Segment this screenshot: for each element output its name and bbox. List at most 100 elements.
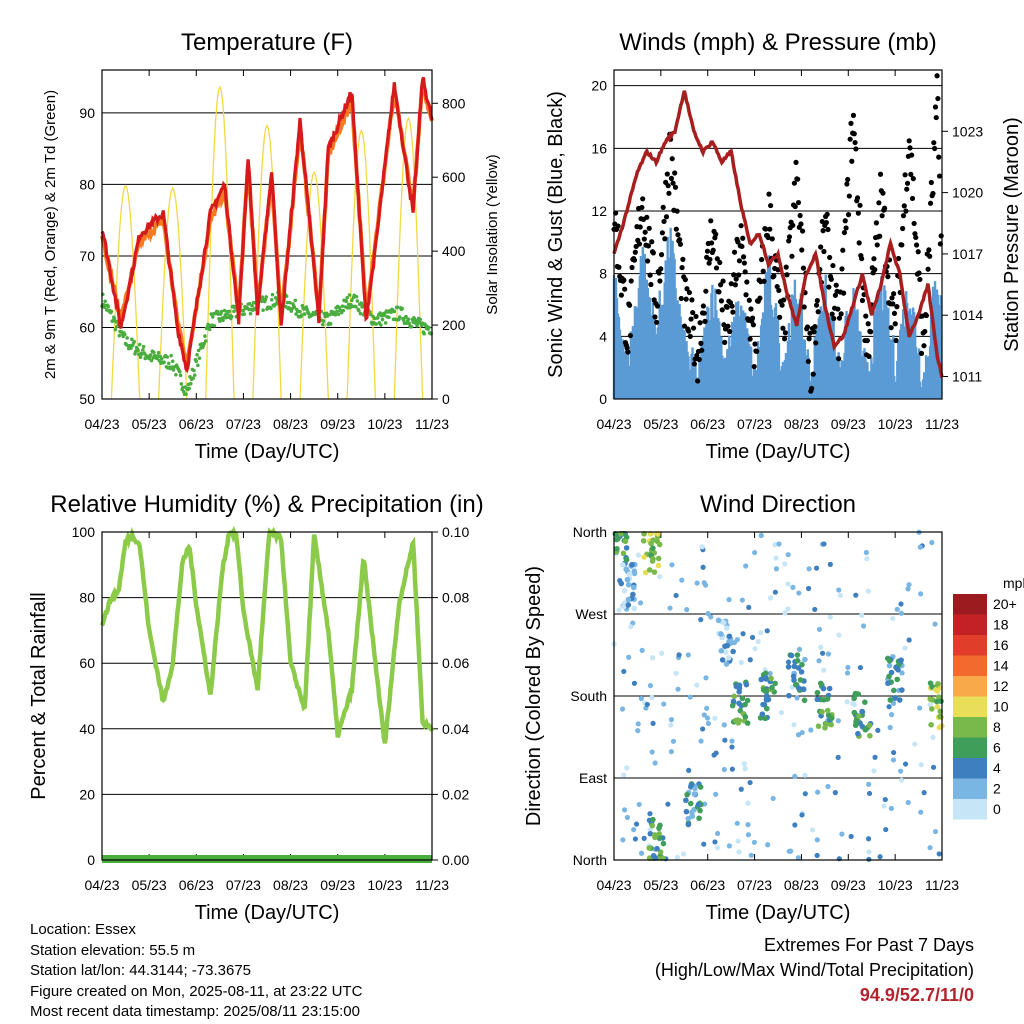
gust-point (895, 255, 902, 262)
dewpoint-point (179, 382, 184, 386)
gust-point (672, 184, 679, 190)
direction-point (785, 581, 791, 587)
gust-point (865, 321, 871, 327)
dewpoint-point (383, 321, 388, 325)
gust-point (730, 309, 736, 315)
gust-point (877, 233, 883, 239)
dewpoint-point (264, 295, 269, 299)
direction-point (898, 610, 904, 616)
direction-point (905, 799, 911, 806)
dewpoint-point (293, 298, 298, 303)
gust-point (792, 203, 798, 210)
gust-point (873, 220, 880, 226)
direction-point (816, 626, 823, 633)
panel-3-ytick-label: West (575, 606, 607, 622)
direction-point (918, 762, 924, 768)
gust-point (698, 340, 704, 346)
direction-point (785, 552, 791, 558)
colorbar-label: 6 (993, 740, 1001, 756)
gust-point (754, 348, 760, 354)
direction-point (730, 648, 736, 655)
extremes-subtitle: (High/Low/Max Wind/Total Precipitation) (654, 960, 974, 980)
gust-point (736, 272, 742, 278)
direction-point (618, 580, 625, 587)
dewpoint-point (320, 322, 325, 327)
gust-point (722, 339, 728, 345)
direction-point (802, 772, 808, 778)
gust-point (760, 268, 766, 274)
direction-point (729, 766, 735, 772)
gust-point (639, 204, 645, 211)
panel-3-xtick-label: 04/23 (596, 877, 631, 893)
direction-point (694, 580, 700, 586)
direction-point (755, 638, 761, 645)
panel-3-ytick-label: South (570, 688, 607, 704)
gust-point (631, 257, 638, 263)
direction-point (647, 830, 654, 837)
direction-point (715, 617, 722, 624)
direction-point (631, 605, 637, 612)
gust-point (839, 266, 845, 272)
dewpoint-point (344, 299, 349, 304)
dewpoint-point (378, 311, 382, 315)
direction-point (835, 718, 841, 724)
direction-point (882, 796, 888, 803)
dewpoint-point (194, 359, 199, 364)
direction-point (701, 841, 707, 847)
gust-point (680, 256, 686, 262)
direction-point (813, 565, 820, 571)
gust-point (938, 233, 944, 239)
gust-point (659, 230, 665, 236)
colorbar-label: 4 (993, 760, 1001, 776)
direction-point (650, 852, 657, 859)
panel-1-title: Winds (mph) & Pressure (mb) (619, 29, 936, 56)
direction-point (764, 628, 770, 634)
direction-point (930, 734, 936, 740)
gust-point (629, 264, 635, 271)
gust-point (844, 181, 850, 187)
direction-point (655, 555, 662, 562)
panel-0-xtick-label: 07/23 (226, 416, 261, 432)
direction-point (898, 601, 904, 607)
direction-point (624, 814, 631, 821)
direction-point (638, 600, 644, 606)
direction-point (687, 800, 694, 807)
direction-point (743, 681, 750, 688)
panel-0-xtick-label: 11/23 (415, 416, 449, 432)
gust-point (718, 298, 725, 304)
panel-2-xtick-label: 09/23 (320, 877, 355, 893)
direction-point (713, 750, 719, 756)
panel-1-y2label: Station Pressure (Maroon) (1001, 117, 1023, 352)
direction-point (902, 645, 908, 651)
direction-point (799, 812, 805, 818)
direction-point (736, 849, 742, 855)
dewpoint-point (184, 392, 188, 396)
gust-point (677, 237, 683, 243)
dewpoint-point (273, 295, 278, 300)
gust-point (625, 349, 631, 355)
gust-point (850, 112, 857, 118)
direction-point (622, 538, 629, 545)
gust-point (695, 378, 701, 384)
gust-point (826, 284, 832, 290)
direction-point (685, 821, 692, 828)
gust-point (910, 176, 916, 182)
direction-point (646, 567, 653, 573)
direction-point (852, 690, 859, 697)
direction-point (772, 589, 778, 595)
direction-point (718, 631, 724, 637)
direction-point (866, 781, 872, 787)
direction-point (881, 803, 887, 809)
gust-point (784, 272, 790, 278)
colorbar-label: 14 (993, 658, 1009, 674)
gust-point (806, 336, 812, 342)
direction-point (652, 760, 658, 766)
dewpoint-point (350, 298, 354, 303)
dewpoint-point (353, 304, 358, 309)
direction-point (770, 795, 776, 802)
dewpoint-point (261, 308, 265, 313)
direction-point (773, 566, 780, 572)
direction-point (836, 632, 842, 638)
gust-point (922, 328, 928, 335)
direction-point (785, 606, 791, 612)
